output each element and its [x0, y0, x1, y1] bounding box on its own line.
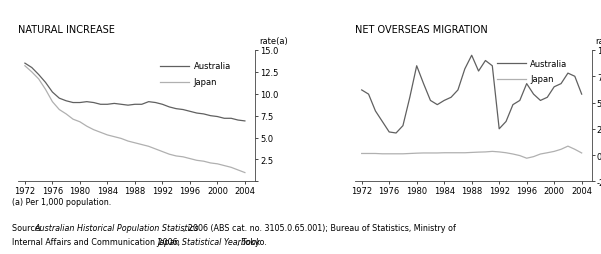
Text: Source:: Source:	[12, 224, 45, 232]
Text: (a) Per 1,000 population.: (a) Per 1,000 population.	[12, 197, 111, 206]
Text: Japan Statistical Yearbook: Japan Statistical Yearbook	[157, 237, 261, 246]
Text: Australia: Australia	[530, 59, 567, 68]
Text: Japan: Japan	[530, 75, 554, 84]
Text: , 2006 (ABS cat. no. 3105.0.65.001); Bureau of Statistics, Ministry of: , 2006 (ABS cat. no. 3105.0.65.001); Bur…	[183, 224, 456, 232]
Text: rate(a): rate(a)	[259, 37, 287, 45]
Text: Australian Historical Population Statistics: Australian Historical Population Statist…	[35, 224, 200, 232]
Text: NATURAL INCREASE: NATURAL INCREASE	[18, 25, 115, 35]
Text: Internal Affairs and Communication 2006,: Internal Affairs and Communication 2006,	[12, 237, 183, 246]
Text: Japan: Japan	[194, 78, 217, 87]
Text: , Tokyo.: , Tokyo.	[237, 237, 267, 246]
Text: Australia: Australia	[194, 62, 231, 71]
Text: NET OVERSEAS MIGRATION: NET OVERSEAS MIGRATION	[355, 25, 487, 35]
Text: rate(a): rate(a)	[596, 37, 601, 45]
